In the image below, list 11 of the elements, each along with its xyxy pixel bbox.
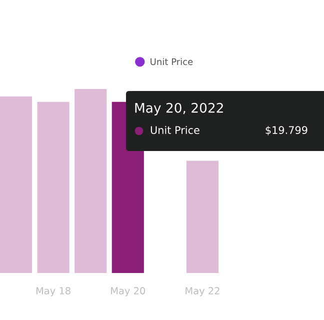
x-tick-label: May 20 bbox=[111, 287, 146, 296]
annotation: May 20, 2022 bbox=[135, 102, 223, 116]
bar bbox=[186, 160, 219, 273]
x-tick-label: May 18 bbox=[36, 287, 70, 296]
text: $19.799 bbox=[266, 126, 308, 136]
text: Unit Price bbox=[150, 58, 193, 66]
annotation: Unit Price bbox=[150, 126, 200, 134]
bar bbox=[37, 102, 70, 273]
bar bbox=[0, 96, 32, 273]
x-tick-label: May 22 bbox=[186, 287, 220, 296]
bar bbox=[74, 89, 107, 273]
